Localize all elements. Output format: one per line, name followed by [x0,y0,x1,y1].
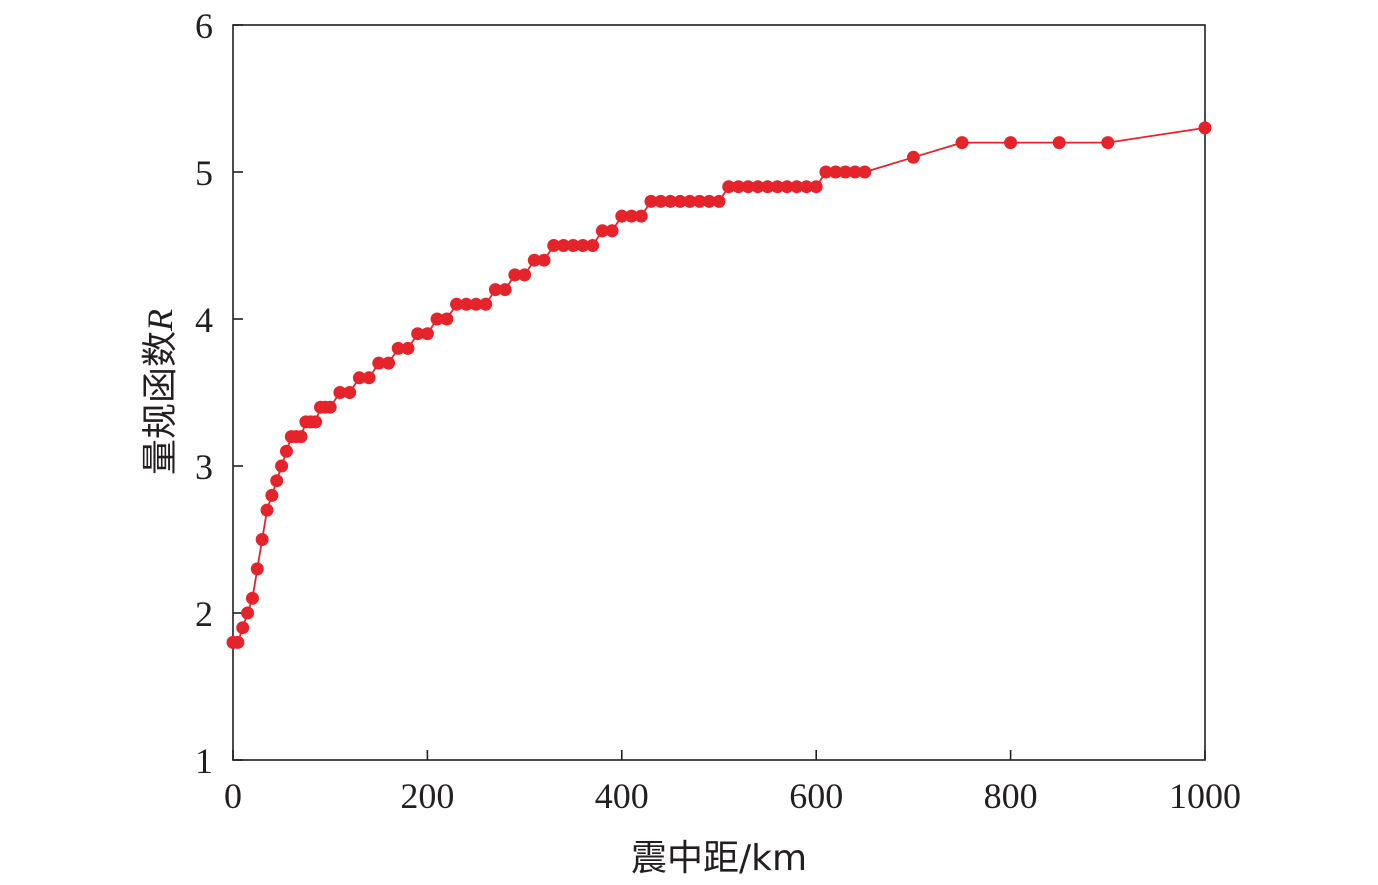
data-point [275,459,289,473]
data-point [255,533,269,546]
y-axis-title-symbol: R [140,309,180,332]
data-point [1198,121,1212,135]
data-point [459,297,473,311]
y-tick-label: 5 [195,153,213,193]
x-axis: 0 200 400 600 800 1000 [224,750,1241,816]
data-point [498,283,512,297]
data-point [231,635,245,649]
data-point [722,180,736,194]
data-point [683,194,697,208]
y-tick-label: 6 [195,6,213,46]
data-point [411,327,425,341]
data-point [479,297,493,311]
data-point [469,297,483,311]
data-point [488,283,502,297]
data-point [780,180,794,194]
data-point [615,209,629,223]
data-point [265,488,279,502]
data-point [279,444,293,458]
data-point [391,341,405,355]
data-point [702,194,716,208]
y-axis-title-text: 量规函数 [140,331,181,475]
data-point [625,209,639,223]
data-point [770,180,784,194]
data-point [343,386,357,399]
data-point [1101,136,1115,150]
data-point [527,253,541,267]
data-point [634,209,648,223]
data-point [508,268,522,282]
data-point [450,297,464,311]
y-tick-label: 1 [195,741,213,781]
data-point [955,136,969,150]
data-point [250,562,264,576]
data-point [819,165,833,179]
data-point [654,194,668,208]
data-point [644,194,658,208]
data-point [382,356,396,370]
data-point [751,180,765,194]
data-point [362,371,376,385]
data-point [566,239,580,252]
x-axis-title: 震中距/km [631,838,807,879]
data-point [799,180,813,194]
x-tick-label: 0 [224,776,242,816]
data-point [790,180,804,194]
data-point [241,606,255,620]
data-point [576,239,590,252]
data-point [537,253,551,267]
x-tick-label: 200 [400,776,454,816]
plot-frame [232,24,1206,761]
x-tick-label: 600 [789,776,843,816]
data-point [260,503,274,517]
data-point [518,268,532,282]
y-tick-label: 2 [195,594,213,634]
data-point [294,430,308,444]
data-point [430,312,444,326]
data-point [1004,136,1018,150]
data-point [838,165,852,179]
data-point [693,194,707,208]
data-point [547,239,561,252]
data-point [741,180,755,194]
y-axis: 1 2 3 4 5 6 [195,6,243,781]
data-point [809,180,823,194]
data-point [440,312,454,326]
data-point [595,224,609,238]
data-point [848,165,862,179]
x-tick-label: 400 [595,776,649,816]
data-point [673,194,687,208]
data-point [236,621,250,635]
data-point [323,400,337,414]
data-point [401,341,415,355]
data-point [712,194,726,208]
data-point [333,386,347,399]
data-point [556,239,570,252]
data-point [420,327,434,341]
data-point [829,165,843,179]
data-point [663,194,677,208]
data-point [906,150,920,164]
y-axis-title: 量规函数R [140,309,181,475]
y-tick-label: 4 [195,300,213,340]
data-point [858,165,872,179]
data-point [586,239,600,252]
data-point [761,180,775,194]
data-point [352,371,366,385]
data-point [309,415,323,429]
data-point [731,180,745,194]
data-point [245,591,259,605]
data-point [605,224,619,238]
data-point [1052,136,1066,150]
x-tick-label: 800 [984,776,1038,816]
x-tick-label: 1000 [1169,776,1241,816]
data-point [372,356,386,370]
data-point [270,474,284,488]
y-tick-label: 3 [195,447,213,487]
series-layer [226,121,1212,649]
